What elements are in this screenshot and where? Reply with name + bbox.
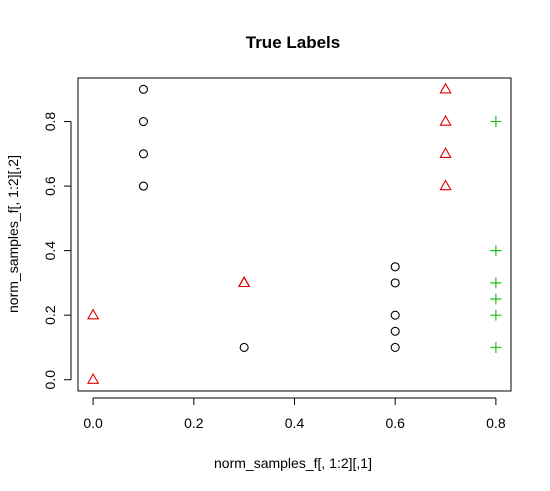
circle-point bbox=[138, 181, 149, 191]
x-axis-label: norm_samples_f[, 1:2][,1] bbox=[214, 455, 372, 471]
data-points bbox=[86, 82, 502, 384]
circle-point bbox=[390, 342, 400, 352]
x-tick-label: 0.4 bbox=[285, 415, 305, 431]
triangle-point bbox=[238, 276, 251, 288]
triangle-point bbox=[439, 147, 452, 158]
plus-point bbox=[490, 245, 502, 257]
circle-point bbox=[390, 278, 400, 288]
chart-title: True Labels bbox=[246, 33, 340, 52]
y-tick-label: 0.8 bbox=[42, 112, 58, 132]
plus-point bbox=[490, 309, 502, 321]
plus-point bbox=[490, 277, 502, 289]
triangle-point bbox=[439, 114, 452, 126]
triangle-point bbox=[238, 276, 251, 288]
y-tick-label: 0.4 bbox=[42, 241, 58, 261]
circle-point bbox=[138, 117, 149, 127]
x-tick-label: 0.8 bbox=[486, 415, 506, 431]
circle-point bbox=[390, 262, 400, 272]
circle-point bbox=[138, 84, 149, 94]
y-tick-label: 0.6 bbox=[42, 176, 58, 196]
y-tick-label: 0.2 bbox=[42, 305, 58, 325]
triangle-point bbox=[86, 372, 100, 384]
triangle-point bbox=[86, 308, 100, 320]
triangle-point bbox=[439, 179, 452, 191]
plus-point bbox=[490, 341, 502, 353]
plot-frame bbox=[77, 77, 512, 392]
y-axis-label: norm_samples_f[, 1:2][,2] bbox=[5, 155, 21, 313]
x-tick-label: 0.0 bbox=[83, 415, 103, 431]
circle-point bbox=[138, 149, 149, 159]
triangle-point bbox=[439, 82, 452, 94]
circle-point bbox=[390, 310, 400, 320]
plus-point bbox=[490, 293, 502, 305]
x-tick-label: 0.6 bbox=[385, 415, 405, 431]
plus-point bbox=[490, 116, 502, 128]
x-axis: 0.0 0.2 0.4 0.6 0.8 bbox=[83, 397, 506, 431]
y-axis: 0.0 0.2 0.4 0.6 0.8 bbox=[42, 112, 72, 390]
y-tick-label: 0.0 bbox=[42, 370, 58, 390]
circle-point bbox=[239, 342, 249, 352]
x-tick-label: 0.2 bbox=[184, 415, 204, 431]
circle-point bbox=[390, 326, 400, 336]
